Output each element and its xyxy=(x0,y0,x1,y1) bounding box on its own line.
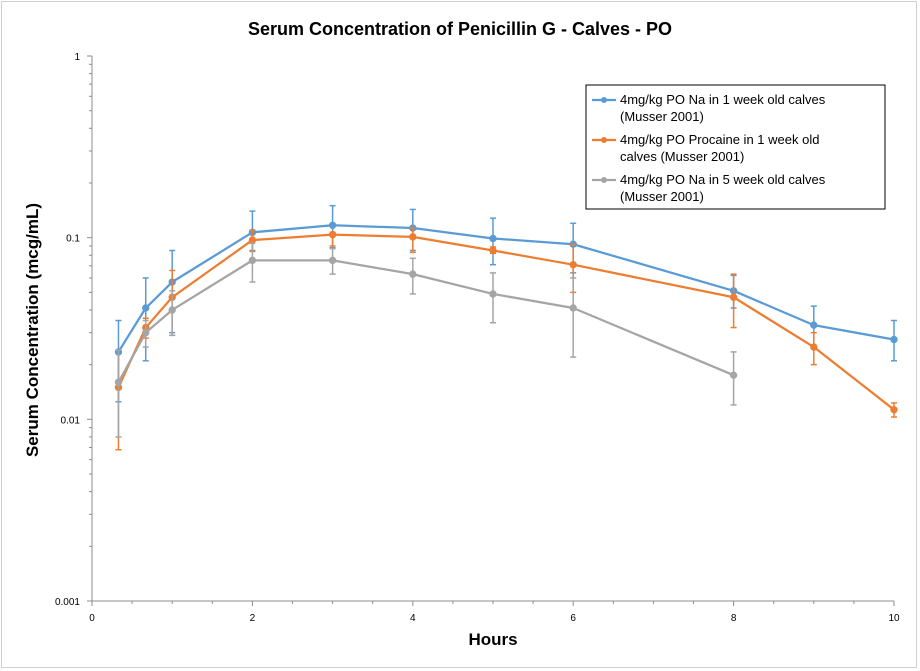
data-point xyxy=(569,304,577,312)
x-tick-label: 2 xyxy=(250,613,256,624)
series-group xyxy=(114,242,738,438)
legend-swatch-marker xyxy=(601,137,607,143)
legend-label-line: calves (Musser 2001) xyxy=(620,149,744,164)
series-group xyxy=(114,204,898,403)
legend-label: 4mg/kg PO Procaine in 1 week old calves (… xyxy=(620,132,819,164)
series-group xyxy=(114,227,898,451)
data-point xyxy=(489,290,497,298)
data-point xyxy=(248,236,257,244)
data-point xyxy=(328,256,337,265)
plot-area xyxy=(114,204,898,451)
x-axis-title: Hours xyxy=(468,630,517,649)
data-point xyxy=(142,304,150,312)
data-point xyxy=(810,321,818,329)
legend-label-line: (Musser 2001) xyxy=(620,109,704,124)
y-tick-label: 1 xyxy=(74,52,80,63)
data-point xyxy=(409,233,417,241)
data-point xyxy=(489,246,497,255)
legend-label-line: 4mg/kg PO Na in 5 week old calves xyxy=(620,172,826,187)
data-point xyxy=(810,343,818,351)
legend-label-line: 4mg/kg PO Na in 1 week old calves xyxy=(620,92,826,107)
data-point xyxy=(142,328,150,337)
legend-box xyxy=(585,84,886,210)
legend-swatch-marker xyxy=(601,97,607,103)
legend-label: 4mg/kg PO Na in 5 week old calves (Musser… xyxy=(620,172,826,204)
y-tick-label: 0.1 xyxy=(66,234,80,245)
data-point xyxy=(328,230,337,239)
data-point xyxy=(409,270,417,278)
chart-title: Serum Concentration of Penicillin G - Ca… xyxy=(248,19,672,39)
data-point xyxy=(729,293,738,301)
data-point xyxy=(729,371,738,379)
y-tick-label: 0.01 xyxy=(61,415,81,426)
x-tick-label: 0 xyxy=(89,613,95,624)
data-point xyxy=(890,405,898,414)
data-point xyxy=(168,306,176,314)
legend-label: 4mg/kg PO Na in 1 week old calves (Musser… xyxy=(620,92,826,124)
legend: 4mg/kg PO Na in 1 week old calves (Musser… xyxy=(585,84,886,210)
data-point xyxy=(328,221,337,229)
legend-label-line: 4mg/kg PO Procaine in 1 week old xyxy=(620,132,819,147)
x-tick-label: 8 xyxy=(731,613,737,624)
x-tick-label: 6 xyxy=(570,613,576,624)
data-point xyxy=(489,234,497,243)
legend-label-line: (Musser 2001) xyxy=(620,189,704,204)
data-point xyxy=(890,335,898,344)
series-line xyxy=(117,224,895,353)
data-point xyxy=(114,378,123,386)
data-point xyxy=(569,260,577,269)
series-line xyxy=(117,233,895,411)
x-tick-label: 10 xyxy=(888,613,900,624)
y-tick-label: 0.001 xyxy=(55,597,80,608)
data-point xyxy=(248,256,257,265)
x-tick-label: 4 xyxy=(410,613,416,624)
y-axis-title: Serum Concentration (mcg/mL) xyxy=(23,203,42,457)
legend-swatch-marker xyxy=(601,177,607,183)
